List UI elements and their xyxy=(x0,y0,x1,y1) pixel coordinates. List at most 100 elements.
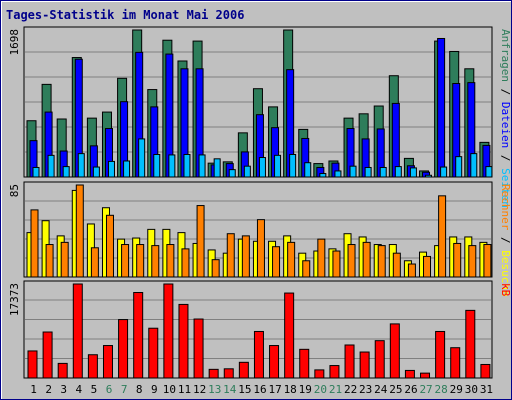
day-label: 21 xyxy=(329,383,342,396)
seiten-bar xyxy=(168,154,176,178)
chart-title: Tages-Statistik im Monat Mai 2006 xyxy=(6,8,244,22)
kb-bar xyxy=(193,318,204,379)
day-label: 22 xyxy=(344,383,357,396)
seiten-bar xyxy=(334,170,342,178)
traffic-legend: kB xyxy=(499,283,512,297)
kb-bar xyxy=(178,303,189,379)
seiten-bar xyxy=(440,166,448,178)
seiten-bar xyxy=(213,158,221,178)
rechner-bar xyxy=(377,245,386,278)
requests-legend-entry: / xyxy=(499,82,512,102)
seiten-bar xyxy=(289,153,297,178)
kb-bar xyxy=(163,283,174,379)
seiten-bar xyxy=(123,160,131,178)
seiten-bar xyxy=(138,138,146,178)
rechner-bar xyxy=(45,244,54,278)
kb-bar xyxy=(72,283,83,379)
rechner-bar xyxy=(60,241,69,278)
day-label: 14 xyxy=(223,383,237,396)
seiten-bar xyxy=(228,169,236,178)
day-label: 20 xyxy=(314,383,327,396)
seiten-bar xyxy=(379,166,387,178)
kb-bar xyxy=(87,354,98,379)
visits-max-label: 85 xyxy=(8,184,21,197)
kb-bar xyxy=(299,348,310,379)
rechner-bar xyxy=(90,247,99,278)
rechner-bar xyxy=(302,260,311,278)
seiten-bar xyxy=(319,173,327,178)
day-label: 13 xyxy=(208,383,221,396)
day-label: 18 xyxy=(284,383,297,396)
kb-bar xyxy=(420,372,431,379)
day-label: 2 xyxy=(45,383,52,396)
traffic-legend-entry: kB xyxy=(499,283,512,297)
kb-bar xyxy=(208,368,219,379)
seiten-bar xyxy=(62,166,70,178)
kb-bar xyxy=(284,292,295,379)
kb-bar xyxy=(389,323,400,379)
kb-bar xyxy=(118,319,129,379)
dateien-bar xyxy=(391,102,400,178)
day-label: 30 xyxy=(465,383,478,396)
day-label: 3 xyxy=(60,383,67,396)
rechner-bar xyxy=(347,244,356,278)
rechner-bar xyxy=(392,252,401,278)
seiten-bar xyxy=(304,162,312,178)
day-label: 27 xyxy=(419,383,432,396)
requests-legend: Anfragen / Dateien / Seiten xyxy=(499,29,512,208)
rechner-bar xyxy=(407,263,416,278)
seiten-bar xyxy=(364,166,372,178)
day-label: 8 xyxy=(136,383,143,396)
kb-bar xyxy=(359,351,370,379)
seiten-bar xyxy=(153,153,161,178)
requests-max-label: 1698 xyxy=(8,29,21,56)
rechner-bar xyxy=(181,248,190,278)
kb-bar xyxy=(102,345,113,379)
day-label: 28 xyxy=(435,383,448,396)
day-label: 9 xyxy=(151,383,158,396)
day-label: 1 xyxy=(30,383,37,396)
day-label: 15 xyxy=(238,383,251,396)
kb-bar xyxy=(450,347,461,379)
rechner-bar xyxy=(362,241,371,278)
seiten-bar xyxy=(258,157,266,178)
kb-bar xyxy=(374,340,385,379)
seiten-bar xyxy=(183,153,191,178)
kb-bar xyxy=(435,330,446,379)
kb-bar xyxy=(465,309,476,379)
seiten-bar xyxy=(47,154,55,178)
day-label: 26 xyxy=(404,383,417,396)
kb-bar xyxy=(329,365,340,379)
seiten-bar xyxy=(409,167,417,178)
rechner-bar xyxy=(136,244,145,278)
traffic-max-label: 17373 xyxy=(8,283,21,316)
day-label: 19 xyxy=(299,383,312,396)
rechner-bar xyxy=(166,244,175,278)
seiten-bar xyxy=(198,154,206,178)
requests-panel: 1698 Anfragen / Dateien / Seiten xyxy=(8,26,512,208)
rechner-bar xyxy=(332,250,341,278)
day-label: 31 xyxy=(480,383,493,396)
rechner-bar xyxy=(483,244,492,278)
rechner-bar xyxy=(151,245,160,278)
kb-bar xyxy=(223,368,234,379)
rechner-bar xyxy=(287,241,296,278)
rechner-bar xyxy=(75,184,84,278)
traffic-panel: 17373 kB xyxy=(8,280,512,379)
seiten-bar xyxy=(470,153,478,178)
day-label: 16 xyxy=(253,383,266,396)
visits-legend-entry: Besuche xyxy=(499,250,512,296)
kb-bar xyxy=(148,327,159,379)
visits-legend: Rechner / Besuche xyxy=(499,184,512,297)
rechner-bar xyxy=(256,219,265,278)
seiten-bar xyxy=(425,174,433,178)
visits-legend-entry: / xyxy=(499,230,512,250)
seiten-bar xyxy=(394,166,402,178)
kb-bar xyxy=(238,361,249,379)
seiten-bar xyxy=(77,153,85,178)
chart-panels: 1698 Anfragen / Dateien / Seiten 85 Rechner… xyxy=(8,26,512,379)
day-label: 17 xyxy=(268,383,281,396)
rechner-bar xyxy=(317,238,326,278)
